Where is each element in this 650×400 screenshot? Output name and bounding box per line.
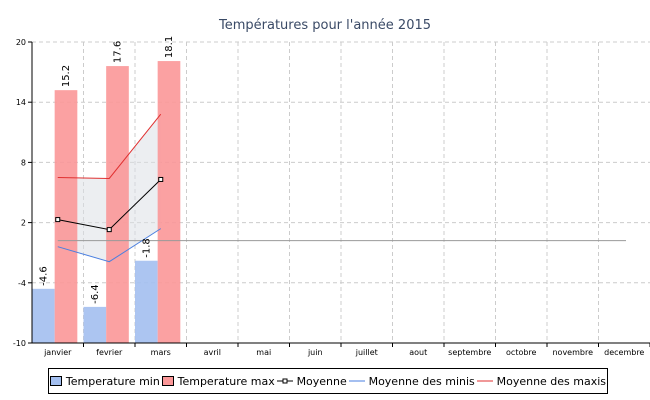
bar-temp-min-label: -6.4 bbox=[90, 284, 101, 304]
y-tick-label: 8 bbox=[21, 158, 26, 167]
y-tick-label: 14 bbox=[16, 98, 26, 107]
legend: Temperature min Temperature max Moyenne … bbox=[48, 368, 608, 394]
axes-group: -10 -4 2 8 14 20 janvier fevrier mars avril mai jui… bbox=[13, 38, 650, 357]
legend-item-moyenne: Moyenne bbox=[276, 374, 347, 388]
bar-temp-max-label: 15.2 bbox=[61, 65, 72, 87]
legend-marker-moyenne bbox=[276, 378, 293, 384]
legend-item-temp-max: Temperature max bbox=[161, 374, 275, 388]
y-tick-label: -4 bbox=[18, 279, 26, 288]
legend-line-moyenne-maxis bbox=[476, 380, 493, 382]
legend-label-temp-min: Temperature min bbox=[65, 374, 160, 388]
x-tick-label: avril bbox=[204, 348, 221, 357]
legend-swatch-temp-max bbox=[161, 376, 174, 386]
line-moyenne-maxis bbox=[57, 113, 162, 179]
bar-temp-max-label: 18.1 bbox=[164, 36, 175, 58]
bar-temp-min-label: -1.8 bbox=[141, 238, 152, 258]
legend-item-moyenne-minis: Moyenne des minis bbox=[348, 374, 475, 388]
x-tick-label: janvier bbox=[43, 348, 72, 357]
bar-temp-min bbox=[135, 260, 158, 343]
y-tick-label: 2 bbox=[21, 219, 26, 228]
x-tick-label: octobre bbox=[506, 348, 537, 357]
data-labels-group: -4.6 15.2 -6.4 17.6 -1.8 18.1 bbox=[38, 36, 175, 304]
bar-temp-max bbox=[106, 66, 129, 343]
bar-temp-min bbox=[32, 288, 55, 343]
line-moyenne-minis bbox=[57, 228, 162, 263]
line-moyenne-marker bbox=[55, 217, 61, 223]
bar-temp-max bbox=[54, 90, 78, 343]
legend-item-moyenne-maxis: Moyenne des maxis bbox=[476, 374, 607, 388]
bars-group bbox=[32, 61, 181, 344]
bar-temp-max-label: 17.6 bbox=[112, 41, 123, 63]
legend-label-moyenne-maxis: Moyenne des maxis bbox=[496, 374, 607, 388]
lines-group bbox=[55, 113, 626, 263]
bar-temp-min bbox=[83, 306, 107, 343]
x-tick-label: mai bbox=[256, 348, 271, 357]
x-tick-label: mars bbox=[151, 348, 171, 357]
x-tick-label: septembre bbox=[448, 348, 491, 357]
legend-line-moyenne-minis bbox=[348, 380, 365, 382]
legend-label-moyenne-minis: Moyenne des minis bbox=[368, 374, 475, 388]
line-moyenne-marker bbox=[106, 227, 112, 233]
x-tick-label: fevrier bbox=[96, 348, 123, 357]
x-tick-label: novembre bbox=[552, 348, 593, 357]
line-moyenne-marker bbox=[158, 176, 164, 182]
y-tick-label: 20 bbox=[16, 38, 26, 47]
bar-temp-max bbox=[157, 61, 181, 344]
legend-label-moyenne: Moyenne bbox=[296, 374, 347, 388]
chart-title: Températures pour l'année 2015 bbox=[218, 18, 431, 33]
x-tick-label: aout bbox=[409, 348, 427, 357]
x-tick-label: juin bbox=[307, 348, 323, 357]
legend-swatch-temp-min bbox=[49, 376, 62, 386]
y-tick-label: -10 bbox=[13, 339, 26, 348]
legend-label-temp-max: Temperature max bbox=[177, 374, 275, 388]
chart-canvas: Températures pour l'année 2015 -10 -4 2 8 14… bbox=[13, 18, 650, 357]
x-tick-label: decembre bbox=[604, 348, 644, 357]
legend-item-temp-min: Temperature min bbox=[49, 374, 160, 388]
bar-temp-min-label: -4.6 bbox=[38, 266, 49, 286]
x-tick-label: juillet bbox=[355, 348, 378, 357]
